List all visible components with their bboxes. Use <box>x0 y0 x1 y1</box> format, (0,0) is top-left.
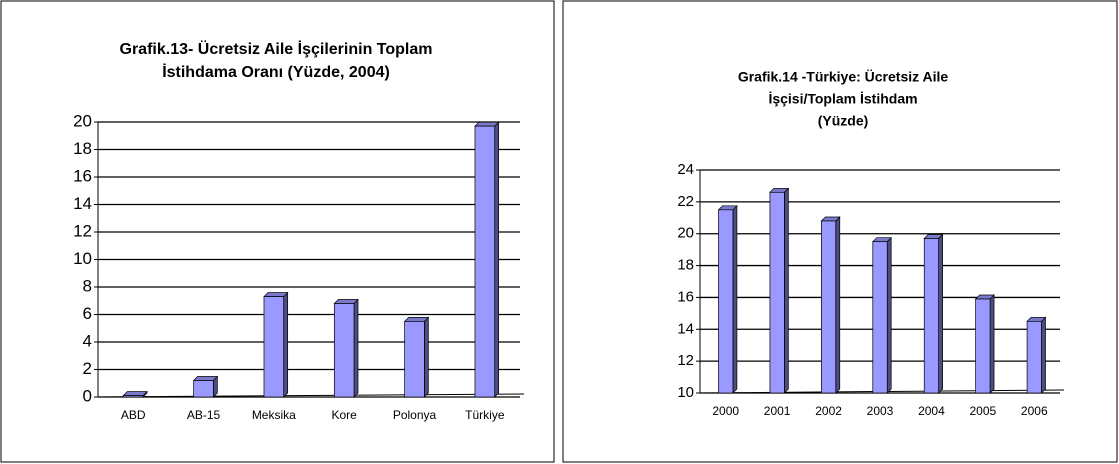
x-tick-label: AB-15 <box>187 408 221 422</box>
x-tick-label: 2001 <box>764 404 791 418</box>
bar <box>1026 320 1042 394</box>
x-axis <box>97 393 525 398</box>
bar-top <box>474 121 500 127</box>
x-tick-label: 2000 <box>712 404 739 418</box>
x-tick-label: 2006 <box>1021 404 1048 418</box>
y-tick-label: 2 <box>83 359 92 378</box>
y-tick-label: 20 <box>73 111 92 130</box>
bar <box>122 395 144 398</box>
bar-side <box>783 187 789 394</box>
bar-top <box>122 391 148 396</box>
y-tick-label: 4 <box>83 331 92 350</box>
bar <box>872 241 888 394</box>
bar <box>404 321 425 398</box>
x-tick-label: 2004 <box>918 404 945 418</box>
bar-top <box>192 376 219 381</box>
y-tick-label: 12 <box>73 221 92 240</box>
y-tick-label: 14 <box>73 194 92 213</box>
y-tick-label: 16 <box>73 166 92 185</box>
y-tick-label: 20 <box>677 225 694 242</box>
bar-top <box>263 292 289 297</box>
chart-title: (Yüzde) <box>818 113 869 129</box>
y-tick-label: 8 <box>83 276 92 295</box>
x-tick-label: 2003 <box>867 404 894 418</box>
bar-top <box>333 299 359 304</box>
x-tick-label: Türkiye <box>465 408 505 422</box>
bar-side <box>283 291 289 398</box>
bar-side <box>886 236 892 394</box>
chart-title: Grafik.13- Ücretsiz Aile İşçilerinin Top… <box>120 39 433 58</box>
bar-side <box>989 294 995 394</box>
bar-side <box>423 316 429 398</box>
y-tick-label: 10 <box>73 249 92 268</box>
bar-side <box>494 121 500 398</box>
y-tick-label: 6 <box>83 304 92 323</box>
y-tick-label: 18 <box>677 257 694 274</box>
y-tick-label: 22 <box>677 193 694 210</box>
y-tick-label: 10 <box>677 384 694 401</box>
bar-top <box>403 317 430 322</box>
x-tick-label: 2002 <box>815 404 842 418</box>
chart-title: Grafik.14 -Türkiye: Ücretsiz Aile <box>738 69 949 85</box>
chart-title: İşçisi/Toplam İstihdam <box>768 91 917 107</box>
y-tick-label: 14 <box>677 320 694 337</box>
x-tick-label: ABD <box>121 408 146 422</box>
x-tick-label: Kore <box>331 408 357 422</box>
bar <box>474 125 496 398</box>
x-tick-label: Meksika <box>252 408 296 422</box>
bar <box>333 303 355 398</box>
y-tick-label: 16 <box>677 288 694 305</box>
bar-side <box>353 298 359 398</box>
bar <box>193 380 214 398</box>
bar-side <box>732 204 738 394</box>
bar-side <box>938 233 943 394</box>
x-tick-label: 2005 <box>970 404 997 418</box>
bar <box>263 296 285 398</box>
y-tick-label: 12 <box>677 352 694 369</box>
bar <box>821 220 837 394</box>
bar <box>769 191 785 394</box>
bar <box>718 209 734 394</box>
x-tick-label: Polonya <box>393 408 437 422</box>
bar-side <box>835 216 841 394</box>
y-tick-label: 24 <box>677 161 694 178</box>
y-tick-label: 0 <box>83 386 92 405</box>
bar <box>923 238 939 394</box>
chart-title: İstihdama Oranı (Yüzde, 2004) <box>162 63 390 81</box>
y-tick-label: 18 <box>73 139 92 158</box>
bar <box>975 298 991 394</box>
bar-side <box>1041 316 1046 394</box>
